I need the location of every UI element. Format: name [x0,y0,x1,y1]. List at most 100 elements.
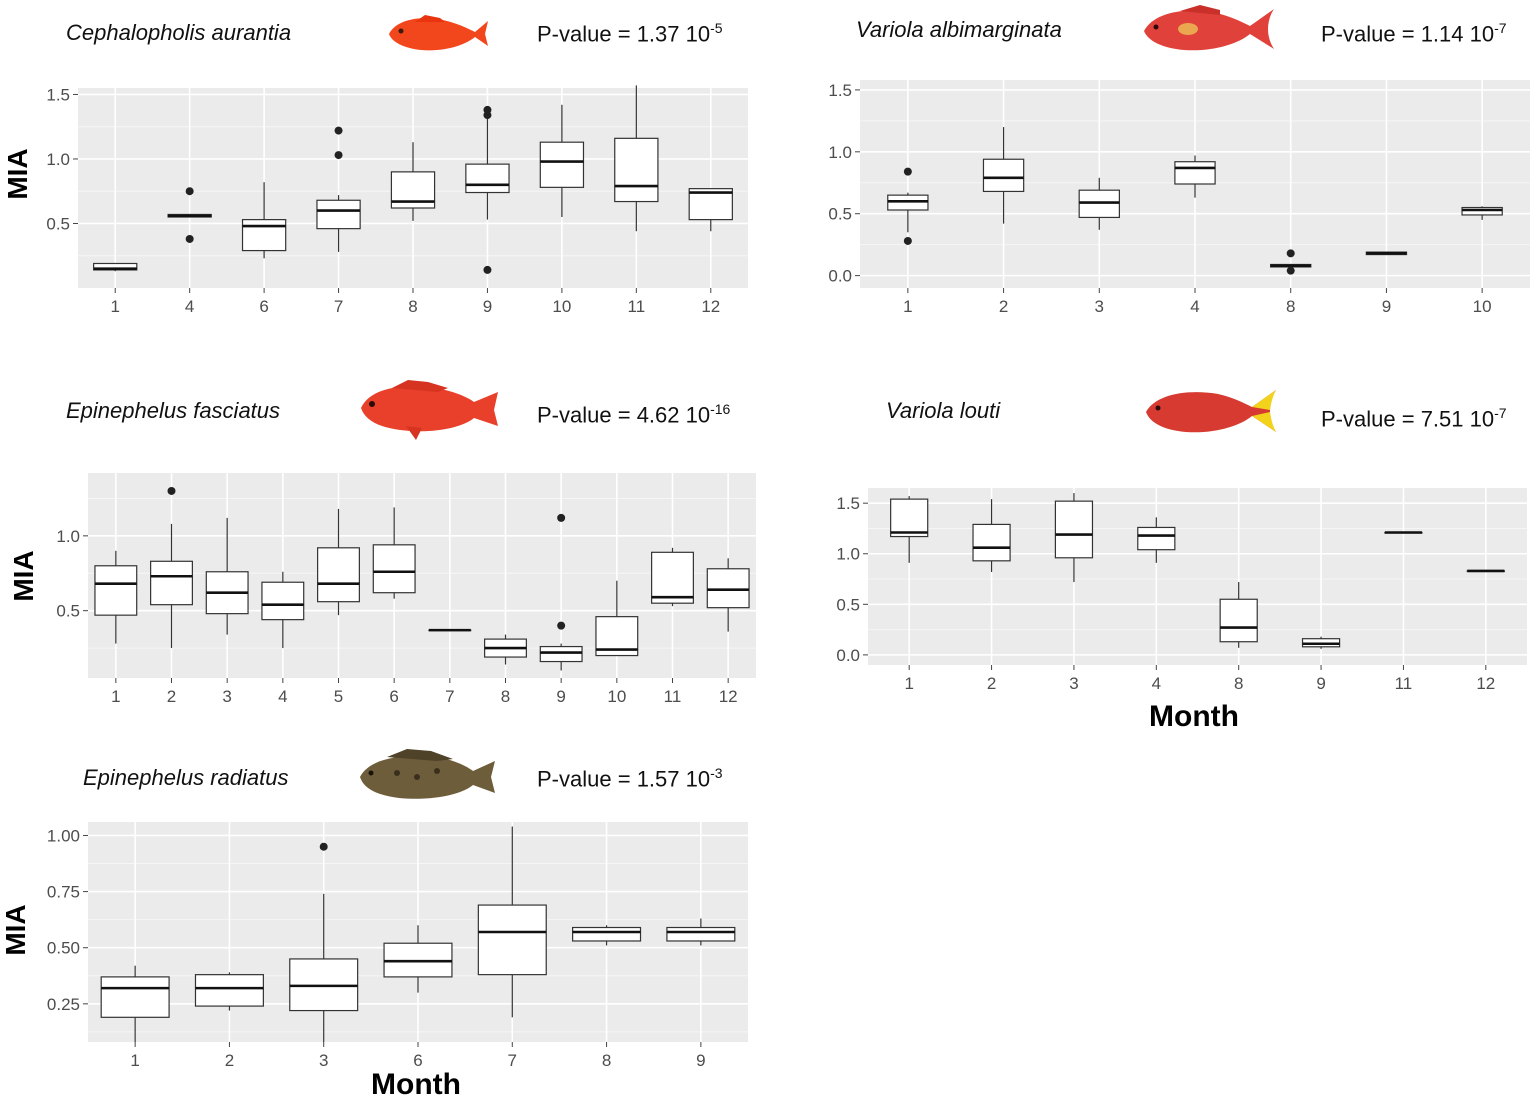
box-2 [194,972,264,1011]
x-tick-label: 4 [185,297,194,316]
box-iqr [465,163,510,194]
box-iqr [539,645,583,663]
x-tick-label: 8 [1286,297,1295,316]
box-1 [887,167,929,245]
y-tick-label: 0.25 [47,995,80,1014]
boxplot-chart: 0.0 0.5 1.0 1.5 1 2 3 4 8 9 10 [828,80,1530,316]
x-tick-label: 11 [664,687,682,706]
red-fish-icon [1144,5,1274,51]
box-2 [982,127,1025,224]
box-10 [539,104,585,218]
box-4 [1174,155,1216,198]
outlier-point [903,236,912,245]
box-10 [595,580,639,657]
x-tick-label: 2 [987,674,996,693]
x-tick-label: 9 [696,1051,705,1070]
outlier-point [557,621,566,630]
box-iqr [1054,500,1094,559]
box-iqr [100,976,170,1018]
boxplot-chart: 0.00.51.01.51 2 3 4 8 9 11 12 [836,488,1527,693]
x-tick-label: 9 [1382,297,1391,316]
outlier-point [334,151,343,160]
outlier-point [1286,249,1295,258]
box-9 [666,918,736,946]
x-tick-label: 3 [222,687,231,706]
x-tick-label: 3 [1095,297,1104,316]
box-7 [477,826,547,1018]
outlier-point [319,842,328,851]
box-12 [706,558,750,632]
x-tick-label: 7 [445,687,454,706]
box-9 [1301,636,1341,649]
boxplot-chart: 0.25 0.50 0.75 1.00 1 2 3 6 7 8 9 [47,822,748,1070]
box-iqr [241,219,287,252]
box-iqr [1137,526,1176,551]
y-tick-label: 1.0 [828,143,852,162]
x-tick-label: 6 [259,297,268,316]
x-tick-label: 5 [334,687,343,706]
box-iqr [1174,161,1216,185]
x-tick-label: 9 [556,687,565,706]
box-iqr [94,565,138,616]
y-tick-label: 1.5 [46,85,70,104]
box-3 [1078,177,1120,230]
species-name: Variola albimarginata [856,17,1062,42]
x-tick-label: 1 [903,297,912,316]
box-1 [94,550,138,644]
box-11 [651,547,694,607]
y-tick-label: 1.0 [56,527,80,546]
box-iqr [1219,598,1258,643]
box-6 [372,507,416,599]
x-tick-label: 8 [408,297,417,316]
p-value: P-value = 7.51 10-7 [1321,405,1507,432]
species-name: Variola louti [886,398,1001,423]
x-tick-label: 8 [602,1051,611,1070]
box-9 [1365,251,1408,256]
y-tick-label: 0.0 [836,646,860,665]
box-iqr [372,544,416,594]
red-fish-icon [1146,390,1276,433]
box-iqr [317,547,360,603]
box-iqr [614,137,659,203]
x-tick-label: 10 [552,297,571,316]
species-name: Epinephelus fasciatus [66,398,281,423]
x-axis-label: Month [371,1068,461,1101]
y-tick-label: 0.5 [56,602,80,621]
box-iqr [651,551,694,604]
box-9 [465,105,510,274]
x-tick-label: 4 [1190,297,1199,316]
x-tick-label: 1 [130,1051,139,1070]
y-tick-label: 1.5 [836,494,860,513]
p-value: P-value = 1.14 10-7 [1321,20,1507,47]
box-iqr [666,926,736,942]
box-1 [890,496,929,563]
y-tick-label: 1.0 [46,150,70,169]
box-5 [317,508,360,616]
outlier-point [167,486,176,495]
box-iqr [261,581,305,621]
box-6 [383,925,453,993]
box-12 [688,188,733,232]
x-tick-label: 12 [719,687,738,706]
box-iqr [477,904,547,976]
orange-fish-icon [389,15,488,51]
red-fish-icon [361,380,498,440]
y-tick-label: 0.50 [47,939,80,958]
box-4 [1137,517,1176,563]
x-tick-label: 10 [607,687,626,706]
plot-background [868,488,1527,665]
x-tick-label: 2 [167,687,176,706]
box-iqr [539,141,585,188]
x-tick-label: 2 [225,1051,234,1070]
y-tick-label: 0.5 [46,214,70,233]
p-value: P-value = 1.37 10-5 [537,20,723,47]
y-tick-label: 0.75 [47,883,80,902]
boxplot-chart: 0.5 1.0 1.5 1 4 6 7 8 9 10 11 12 [46,85,748,316]
p-value: P-value = 1.57 10-3 [537,765,723,792]
box-2 [972,499,1011,572]
y-tick-label: 1.00 [47,826,80,845]
x-tick-label: 12 [701,297,720,316]
x-tick-label: 9 [483,297,492,316]
species-name: Cephalopholis aurantia [66,20,292,45]
x-tick-label: 8 [1234,674,1243,693]
